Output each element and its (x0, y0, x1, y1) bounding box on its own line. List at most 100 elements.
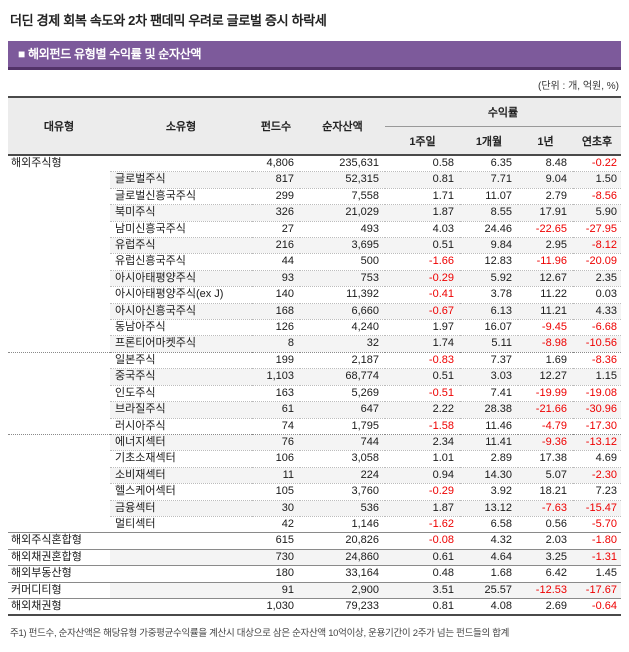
cell-return-ytd: 1.50 (573, 171, 621, 189)
cell-net-asset: 235,631 (339, 157, 379, 169)
cell-sub-type: 브라질주식 (110, 401, 252, 418)
cell-sub-type (110, 581, 252, 599)
cell-return-ytd: 7.23 (573, 483, 621, 501)
cell-fund-count: 163 (252, 384, 300, 402)
section-header-bar: ■ 해외펀드 유형별 수익률 및 순자산액 (8, 41, 621, 70)
cell-return-ytd: -10.56 (573, 335, 621, 353)
cell-return-1w: 0.61 (385, 548, 460, 566)
cell-return-1w: 1.71 (385, 187, 460, 205)
cell-return-1m: 3.78 (460, 286, 518, 304)
cell-return-ytd: 0.03 (573, 286, 621, 304)
cell-return-1w: -0.51 (385, 384, 460, 402)
cell-return-1w: 1.74 (385, 335, 460, 353)
cell-return-ytd: -1.80 (573, 532, 621, 550)
cell-net-asset: 500 (300, 253, 385, 271)
cell-main-type (8, 451, 110, 467)
cell-fund-count: 74 (252, 417, 300, 435)
cell-return-1w: 1.87 (385, 499, 460, 517)
cell-sub-type (110, 597, 252, 616)
cell-return-1y: 5.07 (518, 466, 573, 484)
cell-sub-type: 남미신흥국주식 (110, 220, 252, 238)
cell-main-type: 해외부동산형 (8, 565, 110, 583)
cell-return-1w: -1.62 (385, 515, 460, 533)
cell-fund-count: 61 (252, 401, 300, 418)
table-row: 아시아신흥국주식 168 6,660 -0.67 6.13 11.21 4.33 (8, 302, 621, 320)
cell-net-asset: 3,058 (300, 450, 385, 468)
cell-return-1m: 9.84 (460, 237, 518, 254)
cell-return-1y: -9.36 (518, 433, 573, 451)
cell-net-asset: 224 (300, 466, 385, 484)
cell-return-1w: -0.29 (385, 269, 460, 287)
cell-return-1w: -1.58 (385, 417, 460, 435)
cell-return-1m: 4.64 (460, 548, 518, 566)
table-row: 해외채권혼합형 730 24,860 0.61 4.64 3.25 -1.31 (8, 548, 621, 566)
cell-return-1m: 11.07 (460, 187, 518, 205)
report-title: 더딘 경제 회복 속도와 2차 팬데믹 우려로 글로벌 증시 하락세 (10, 13, 327, 28)
cell-return-1w: 2.22 (385, 401, 460, 418)
cell-return-ytd: 4.69 (573, 450, 621, 468)
cell-return-1y: -11.96 (518, 253, 573, 271)
header-return-1m: 1개월 (460, 126, 518, 156)
header-returns-group: 수익률 (385, 97, 621, 127)
cell-net-asset: 2,187 (300, 351, 385, 369)
cell-sub-type: 헬스케어섹터 (110, 483, 252, 501)
cell-return-1w: 0.81 (385, 171, 460, 189)
cell-net-asset: 32 (300, 335, 385, 353)
cell-main-type (8, 254, 110, 270)
cell-return-1m: 24.46 (460, 220, 518, 238)
table-row: 해외채권형 1,030 79,233 0.81 4.08 2.69 -0.64 (8, 597, 621, 616)
cell-return-1m: 1.68 (460, 565, 518, 583)
cell-main-type (8, 351, 110, 369)
cell-return-ytd: -15.47 (573, 499, 621, 517)
cell-main-type (8, 320, 110, 336)
cell-return-1w: -0.29 (385, 483, 460, 501)
table-row: 글로벌주식 817 52,315 0.81 7.71 9.04 1.50 (8, 171, 621, 189)
cell-return-1y: 1.69 (518, 351, 573, 369)
cell-main-type (8, 385, 110, 401)
cell-main-type (8, 238, 110, 254)
cell-sub-type: 중국주식 (110, 368, 252, 386)
table-row: 멀티섹터 42 1,146 -1.62 6.58 0.56 -5.70 (8, 515, 621, 533)
cell-main-type (8, 484, 110, 500)
cell-return-1m: 4.32 (460, 532, 518, 550)
cell-return-1y: 11.21 (518, 302, 573, 320)
cell-fund-count: 299 (252, 187, 300, 205)
cell-return-1m: 7.41 (460, 384, 518, 402)
cell-net-asset: 5,269 (300, 384, 385, 402)
table-row: 중국주식 1,103 68,774 0.51 3.03 12.27 1.15 (8, 368, 621, 386)
cell-return-ytd: -17.30 (573, 417, 621, 435)
cell-fund-count: 140 (252, 286, 300, 304)
cell-sub-type (110, 155, 252, 172)
table-row: 동남아주식 126 4,240 1.97 16.07 -9.45 -6.68 (8, 319, 621, 336)
cell-main-type (8, 433, 110, 451)
cell-sub-type: 유럽주식 (110, 237, 252, 254)
cell-main-type (8, 270, 110, 286)
cell-fund-count: 42 (252, 515, 300, 533)
cell-fund-count: 817 (252, 171, 300, 189)
cell-net-asset: 79,233 (300, 597, 385, 616)
cell-net-asset: 1,146 (300, 515, 385, 533)
cell-fund-count: 199 (252, 351, 300, 369)
table-row: 글로벌신흥국주식 299 7,558 1.71 11.07 2.79 -8.56 (8, 187, 621, 205)
cell-sub-type: 프론티어마켓주식 (110, 335, 252, 353)
cell-net-asset: 744 (300, 433, 385, 451)
cell-net-asset: 753 (300, 269, 385, 287)
cell-return-ytd: 2.35 (573, 269, 621, 287)
cell-return-1w: 1.01 (385, 450, 460, 468)
cell-return-ytd: -27.95 (573, 220, 621, 238)
cell-return-1y: -9.45 (518, 319, 573, 336)
cell-sub-type: 글로벌주식 (110, 171, 252, 189)
cell-main-type: 해외주식형 (11, 157, 62, 170)
table-row: 금융섹터 30 536 1.87 13.12 -7.63 -15.47 (8, 499, 621, 517)
cell-return-ytd: -19.08 (573, 384, 621, 402)
cell-return-1m: 6.13 (460, 302, 518, 320)
cell-sub-type: 아시아신흥국주식 (110, 302, 252, 320)
cell-return-1w: 1.87 (385, 204, 460, 222)
cell-main-type (8, 500, 110, 516)
cell-net-asset: 6,660 (300, 302, 385, 320)
cell-return-1m: 12.83 (460, 253, 518, 271)
cell-return-1y: 9.04 (518, 171, 573, 189)
cell-return-1m: 6.35 (490, 157, 512, 169)
cell-return-1w: 0.58 (432, 157, 454, 169)
cell-fund-count: 11 (252, 466, 300, 484)
